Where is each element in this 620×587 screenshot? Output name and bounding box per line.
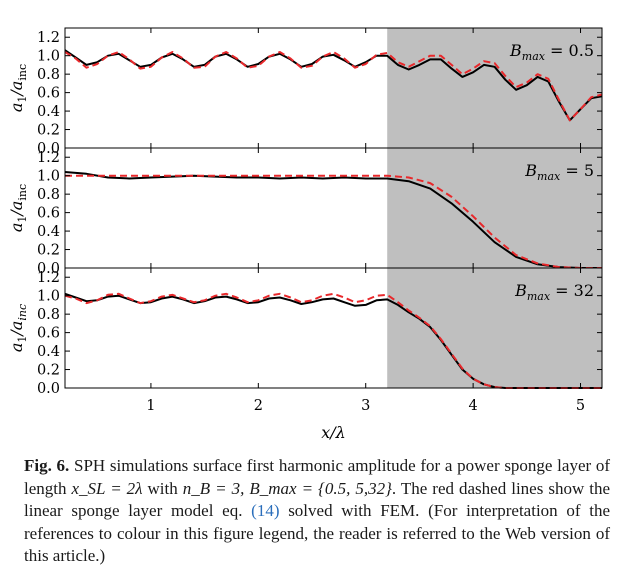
panel-label: Bmax = 0.5 xyxy=(509,41,594,63)
y-tick-label: 1.0 xyxy=(37,169,60,185)
y-tick-label: 0.4 xyxy=(37,344,60,360)
sponge-layer-region xyxy=(387,268,602,388)
caption-math-2: n_B = 3, B_max = {0.5, 5,32} xyxy=(182,478,392,498)
caption-text-4: solved with FEM. (For interpretation of … xyxy=(24,501,611,565)
panel-3: 0.0 0.2 0.4 0.6 0.8 1.0 1.2 1 2 3 4 5 a1/ainc Bmax = … xyxy=(7,267,603,442)
y-tick-label: 0.6 xyxy=(37,206,60,222)
caption-text-2: with xyxy=(142,478,183,498)
y-axis-label: a1/ainc xyxy=(7,304,29,352)
sponge-layer-region xyxy=(387,28,602,148)
x-tick-label: 3 xyxy=(361,398,370,414)
caption-text-1: SPH simulations surface first harmonic a… xyxy=(24,456,611,498)
y-tick-label: 1.2 xyxy=(37,30,60,46)
y-tick-label: 0.0 xyxy=(37,261,60,277)
caption-math-1: x_SL = 2λ xyxy=(71,478,143,498)
panel-2: 0.0 0.2 0.4 0.6 0.8 1.0 1.2 a1/ainc Bmax = 5 xyxy=(7,147,603,277)
y-tick-label: 0.8 xyxy=(37,307,60,323)
panel-label: Bmax = 5 xyxy=(524,161,594,183)
x-axis-label: x/λ xyxy=(321,423,346,442)
y-tick-label: 1.2 xyxy=(37,270,60,286)
fem-dashed-line xyxy=(65,174,602,269)
y-axis-label: a1/ainc xyxy=(7,64,29,112)
x-tick-label: 2 xyxy=(254,398,263,414)
panel-1: 0.0 0.2 0.4 0.6 0.8 1.0 1.2 a1/ainc Bmax = 0.5 xyxy=(7,27,603,157)
y-tick-label: 0.0 xyxy=(37,381,60,397)
sph-solid-line xyxy=(64,171,602,269)
figure-caption: Fig. 6. SPH simulations surface first ha… xyxy=(24,455,610,568)
y-axis-label: a1/ainc xyxy=(7,184,29,232)
equation-ref-link[interactable]: (14) xyxy=(251,501,280,520)
y-tick-label: 0.0 xyxy=(37,141,60,157)
caption-text-3: . The red dashed lines show the linear s… xyxy=(24,478,610,521)
y-tick-label: 0.2 xyxy=(37,363,60,379)
y-tick-label: 0.4 xyxy=(37,224,60,240)
y-tick-label: 0.4 xyxy=(37,104,60,120)
axes-frame xyxy=(64,267,603,389)
y-tick-label: 0.2 xyxy=(37,243,60,259)
y-tick-label: 0.6 xyxy=(37,326,60,342)
x-tick-label: 4 xyxy=(469,398,478,414)
y-tick-label: 1.2 xyxy=(37,150,60,166)
y-tick-label: 1.0 xyxy=(37,49,60,65)
fem-dashed-line xyxy=(64,51,603,122)
sponge-layer-region xyxy=(387,148,602,268)
figure-label: Fig. 6. xyxy=(24,456,70,475)
x-tick-label: 5 xyxy=(576,398,585,414)
y-tick-label: 0.8 xyxy=(37,67,60,83)
panel-label: Bmax = 32 xyxy=(514,281,594,303)
sph-solid-line xyxy=(64,49,603,122)
y-tick-label: 0.2 xyxy=(37,123,60,139)
y-tick-label: 0.6 xyxy=(37,86,60,102)
y-tick-label: 0.8 xyxy=(37,187,60,203)
y-tick-label: 1.0 xyxy=(37,289,60,305)
fem-dashed-line xyxy=(64,292,602,389)
x-tick-label: 1 xyxy=(146,398,155,414)
